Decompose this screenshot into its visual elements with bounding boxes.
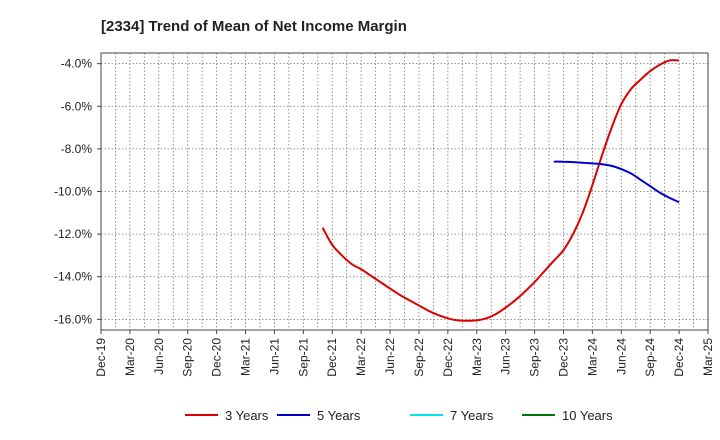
y-tick-label: -4.0%	[61, 57, 93, 71]
x-tick-label: Jun-24	[614, 338, 628, 375]
x-tick-label: Mar-20	[123, 338, 137, 376]
x-axis-ticks: Dec-19 Mar-20 Jun-20 Sep-20 Dec-20 Mar-21 Jun-…	[94, 330, 715, 377]
x-tick-label: Dec-21	[325, 338, 339, 377]
x-tick-label: Sep-20	[181, 338, 195, 377]
x-tick-label: Jun-23	[499, 338, 513, 375]
x-tick-label: Jun-22	[383, 338, 397, 375]
x-tick-label: Mar-24	[585, 338, 599, 376]
x-tick-label: Dec-22	[441, 338, 455, 377]
y-tick-label: -6.0%	[61, 99, 93, 113]
x-tick-label: Dec-23	[556, 338, 570, 377]
x-tick-label: Sep-24	[643, 338, 657, 377]
legend-label-3-years: 3 Years	[225, 408, 269, 423]
x-tick-label: Mar-21	[239, 338, 253, 376]
series-line-5-years	[553, 160, 680, 204]
x-tick-label: Sep-21	[296, 338, 310, 377]
x-tick-label: Dec-19	[94, 338, 108, 377]
y-tick-label: -16.0%	[54, 312, 92, 326]
x-tick-label: Jun-21	[267, 338, 281, 375]
legend-label-7-years: 7 Years	[450, 408, 494, 423]
y-axis-ticks: -4.0% -6.0% -8.0% -10.0% -12.0% -14.0% -16.0%	[54, 57, 101, 326]
x-tick-label: Mar-22	[354, 338, 368, 376]
x-tick-label: Dec-24	[672, 338, 686, 377]
x-tick-label: Sep-23	[528, 338, 542, 377]
y-tick-label: -8.0%	[61, 142, 93, 156]
chart-title: [2334] Trend of Mean of Net Income Margi…	[101, 18, 407, 35]
legend: 3 Years 5 Years 7 Years 10 Years	[185, 408, 613, 423]
y-tick-label: -12.0%	[54, 227, 92, 241]
x-tick-label: Mar-25	[701, 338, 715, 376]
x-tick-label: Mar-23	[470, 338, 484, 376]
x-tick-label: Jun-20	[152, 338, 166, 375]
series-line-3-years	[321, 59, 680, 322]
legend-label-5-years: 5 Years	[317, 408, 361, 423]
x-tick-label: Dec-20	[210, 338, 224, 377]
legend-label-10-years: 10 Years	[562, 408, 613, 423]
x-tick-label: Sep-22	[412, 338, 426, 377]
series-layer	[321, 59, 680, 322]
y-tick-label: -14.0%	[54, 270, 92, 284]
y-tick-label: -10.0%	[54, 185, 92, 199]
